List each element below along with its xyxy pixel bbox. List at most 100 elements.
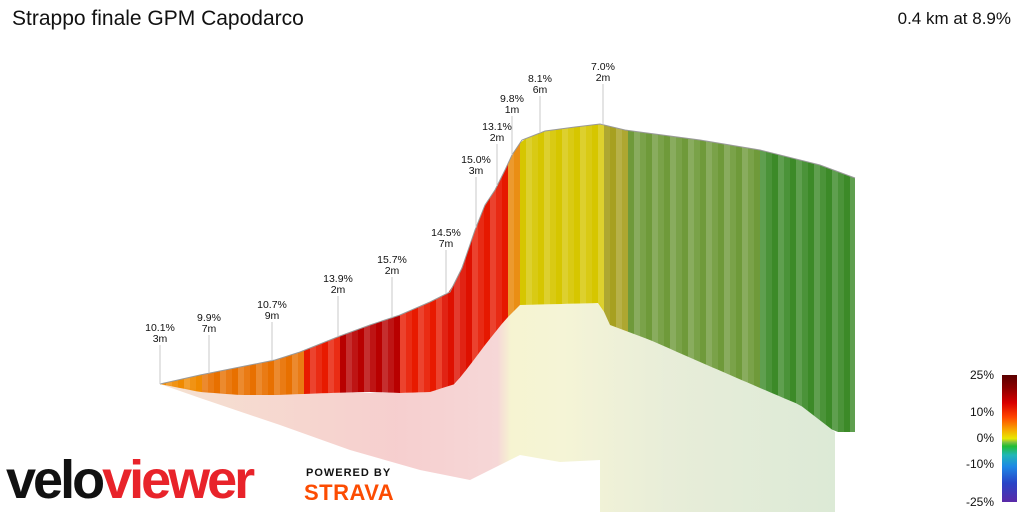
profile-strip [568,127,574,304]
scale-label-minus25: -25% [965,495,994,509]
segment-summary: 0.4 km at 8.9% [897,9,1011,28]
profile-strip [832,169,838,432]
veloviewer-logo[interactable]: veloviewer [6,450,255,510]
profile-strip [748,148,754,386]
profile-strip [400,312,406,393]
profile-strip [358,327,364,393]
segment-gradient-label: 9.8% [500,93,524,105]
profile-strip [172,379,178,388]
profile-strip [586,124,592,304]
segment-gain-label: 3m [153,333,168,345]
segment-gain-label: 1m [505,104,520,116]
profile-strip [388,317,394,393]
profile-strip [454,272,460,385]
segment-gain-label: 2m [490,132,505,144]
profile-strip [790,157,796,404]
profile-strip [784,156,790,401]
segment-gradient-label: 13.9% [323,273,353,285]
profile-strip [268,360,274,395]
profile-strip [484,197,490,347]
profile-strip [292,352,298,395]
profile-strip [394,315,400,393]
profile-strip [184,377,190,390]
profile-strip [580,125,586,304]
segment-gain-label: 9m [265,310,280,322]
profile-strip [334,336,340,393]
profile-strip [352,329,358,393]
profile-strip [322,340,328,394]
profile-strip [634,131,640,337]
profile-strip [736,146,742,381]
profile-strip [412,307,418,393]
profile-strip [808,162,814,416]
profile-strip [346,331,352,393]
profile-strip [472,222,478,363]
powered-by-label: POWERED BY [306,467,392,479]
profile-strip [514,143,520,311]
logo-velo: velo [6,450,105,510]
profile-strip [502,163,508,324]
profile-strip [550,129,556,305]
profile-strip [772,153,778,396]
segment-gradient-label: 14.5% [431,227,461,239]
profile-strip [208,372,214,394]
profile-strip [730,145,736,378]
profile-strip [364,325,370,393]
segment-gradient-label: 10.7% [257,299,287,311]
profile-strip [676,136,682,355]
profile-strip [244,365,250,395]
profile-strip [754,149,760,388]
segment-gain-label: 3m [469,165,484,177]
profile-strip [766,151,772,394]
scale-label-10: 10% [969,405,994,419]
profile-strip [418,304,424,393]
profile-strip [304,348,310,394]
profile-strip [532,133,538,305]
segment-gradient-label: 8.1% [528,73,552,85]
profile-strip [196,374,202,393]
profile-strip [604,124,610,326]
profile-strip [478,207,484,355]
profile-strip [526,136,532,305]
segment-gradient-label: 7.0% [591,61,615,73]
segment-gain-label: 7m [202,323,217,335]
profile-strip [838,171,844,432]
profile-strip [622,129,628,332]
profile-shadow [160,303,835,512]
profile-strip [814,163,820,421]
profile-strip [544,130,550,305]
scale-label-0: 0% [976,431,994,445]
profile-strip [664,135,670,349]
profile-strip [724,144,730,375]
profile-strip [226,368,232,395]
profile-strip [436,296,442,391]
profile-ridge [159,123,856,385]
profile-strip [610,126,616,328]
profile-strip [448,284,454,387]
logo-viewer: viewer [102,450,255,510]
segment-gradient-label: 15.7% [377,254,407,266]
profile-strip [592,124,598,304]
profile-strip [538,131,544,305]
profile-strip [598,124,604,312]
gradient-scale-bar [1002,375,1017,502]
profile-strip [442,293,448,389]
strava-logo[interactable]: STRAVA [304,480,395,505]
profile-strip [190,375,196,392]
profile-strip [652,133,658,344]
profile-strip [490,188,496,339]
profile-strip [238,366,244,395]
profile-strip [682,137,688,357]
profile-strip [700,140,706,365]
profile-strip [286,354,292,395]
profile-strip [280,356,286,395]
profile-strip [760,150,766,391]
profile-strip [796,159,802,407]
segment-gain-label: 2m [596,72,611,84]
profile-strip [178,378,184,389]
profile-strip [250,363,256,395]
scale-label-minus10: -10% [965,457,994,471]
profile-strip [214,371,220,394]
profile-strip [706,141,712,368]
